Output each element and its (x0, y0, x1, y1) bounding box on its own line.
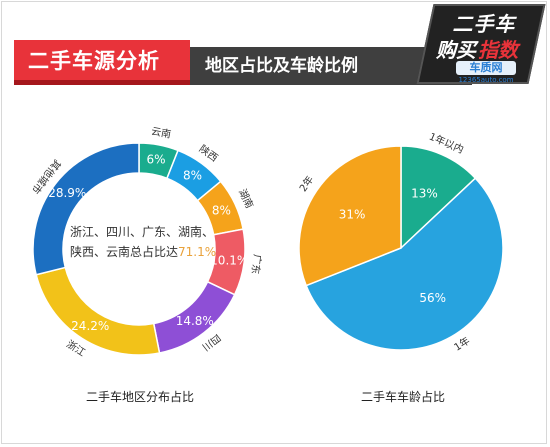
logo-text-line2a: 购买 (436, 38, 476, 62)
header-subtitle: 地区占比及车龄比例 (205, 56, 358, 76)
pie-slice-2 (298, 145, 402, 287)
logo-text-line1: 二手车 (452, 12, 516, 36)
donut-value-label-0: 6% (147, 153, 166, 167)
pie-category-label-1: 1年 (451, 334, 472, 354)
donut-value-label-1: 8% (183, 168, 202, 182)
donut-slice-6 (32, 142, 140, 276)
donut-value-label-2: 8% (212, 203, 231, 217)
donut-category-label-1: 陕西 (197, 142, 221, 164)
donut-value-label-3: 10.1% (210, 254, 248, 268)
logo-brand: 车质网 (456, 61, 516, 75)
pie-category-label-2: 2年 (296, 173, 316, 194)
pie-caption: 二手车车龄占比 (360, 390, 445, 404)
donut-value-label-5: 24.2% (71, 319, 109, 333)
header-red-shadow (14, 80, 190, 85)
donut-category-label-0: 云南 (150, 124, 172, 141)
donut-category-label-4: 四川 (200, 331, 223, 352)
pie-slice-0 (400, 145, 477, 250)
donut-center-note: 浙江、四川、广东、湖南、陕西、云南总占比达71.1% (70, 222, 220, 262)
header-title: 二手车源分析 (28, 49, 160, 73)
donut-value-label-6: 28.9% (48, 186, 86, 200)
logo-url: 12365auto.com (458, 76, 514, 84)
pie-value-label-0: 13% (411, 187, 438, 201)
donut-value-label-4: 14.8% (176, 314, 214, 328)
donut-caption: 二手车地区分布占比 (85, 390, 194, 404)
header-banner: 二手车源分析 地区占比及车龄比例 二手车 购买 指数 车质网 12365auto… (0, 0, 550, 110)
center-note-percent: 71.1% (178, 245, 217, 259)
donut-slice-5 (35, 266, 161, 356)
logo-text-line2b: 指数 (478, 38, 518, 62)
donut-category-label-5: 浙江 (64, 338, 87, 359)
donut-category-label-3: 广东 (249, 253, 264, 275)
donut-category-label-2: 湖南 (236, 187, 256, 211)
center-note-text: 浙江、四川、广东、湖南、陕西、云南总占比达 (70, 225, 215, 259)
pie-slice-1 (305, 177, 504, 351)
header-red-block (14, 40, 190, 80)
pie-value-label-1: 56% (419, 291, 446, 305)
pie-value-label-2: 31% (339, 208, 366, 222)
